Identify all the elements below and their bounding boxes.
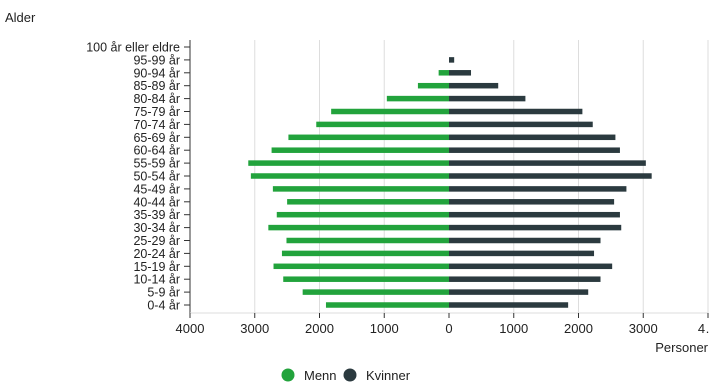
axes [184,40,709,318]
y-tick-label: 45-49 år [133,182,180,196]
y-tick-label: 30-34 år [133,221,180,235]
bar-menn-16 [286,237,449,244]
y-tick-label: 40-44 år [133,195,180,209]
bar-menn-14 [276,211,449,218]
x-tick-label: 2000 [305,321,334,336]
bar-menn-4 [417,82,449,89]
y-tick-label: 25-29 år [133,234,180,248]
bar-kvinner-11 [449,173,652,179]
bar-kvinner-13 [449,199,615,205]
legend: Menn Kvinner [281,368,411,382]
y-tick-label: 75-79 år [133,105,180,119]
y-tick-label: 70-74 år [133,118,180,132]
bar-kvinner-19 [449,276,601,282]
y-axis-title: Alder [5,10,36,25]
bars [248,57,652,308]
bar-kvinner-21 [449,302,569,308]
bar-kvinner-6 [449,108,583,115]
bar-menn-19 [283,276,449,282]
y-tick-label: 0-4 år [147,299,180,313]
y-tick-label: 10-14 år [133,273,180,287]
bar-menn-10 [248,160,449,166]
bar-kvinner-14 [449,211,620,218]
bar-menn-20 [302,289,449,295]
bar-kvinner-17 [449,250,595,257]
bar-menn-15 [268,224,449,231]
bar-kvinner-8 [449,134,616,141]
y-tick-label: 60-64 år [133,144,180,158]
y-tick-label: 100 år eller eldre [86,41,180,55]
bar-kvinner-12 [449,186,627,192]
y-tick-label: 35-39 år [133,208,180,222]
legend-label-kvinner: Kvinner [366,368,411,382]
x-tick-label: 0 [445,321,452,336]
y-tick-label: 95-99 år [133,53,180,67]
x-tick-label: 2000 [564,321,593,336]
x-tick-labels: 4000 3000 2000 1000 0 1000 2000 3000 4… [176,321,709,336]
x-tick-label: 3000 [629,321,658,336]
x-tick-label: 1000 [499,321,528,336]
bar-menn-18 [273,263,449,270]
legend-label-menn: Menn [304,368,337,382]
bar-menn-3 [438,70,449,76]
bar-menn-5 [386,95,449,102]
bar-kvinner-10 [449,160,646,166]
x-tick-label: 1000 [370,321,399,336]
y-tick-label: 15-19 år [133,260,180,274]
y-tick-label: 20-24 år [133,247,180,261]
bar-menn-17 [281,250,449,257]
y-tick-label: 80-84 år [133,92,180,106]
legend-swatch-menn [281,368,295,382]
y-tick-label: 65-69 år [133,131,180,145]
bar-kvinner-2 [449,57,455,63]
bar-menn-11 [250,173,449,179]
bar-menn-8 [288,134,449,141]
x-tick-label: 3000 [240,321,269,336]
x-tick-label: 4000 [176,321,205,336]
y-tick-label: 5-9 år [147,286,180,300]
y-tick-label: 50-54 år [133,170,180,184]
bar-menn-21 [325,302,449,308]
bar-menn-12 [272,186,449,192]
bar-kvinner-3 [449,70,472,76]
y-tick-label: 90-94 år [133,66,180,80]
bar-kvinner-15 [449,224,622,231]
bar-menn-7 [316,121,449,128]
bar-kvinner-5 [449,95,526,102]
bar-kvinner-16 [449,237,601,244]
y-tick-label: 85-89 år [133,79,180,93]
bar-kvinner-4 [449,82,499,89]
x-tick-label: 4… [698,321,709,336]
bar-kvinner-9 [449,147,620,153]
bar-menn-6 [331,108,449,115]
bar-kvinner-18 [449,263,613,270]
bar-menn-13 [287,199,449,205]
bar-kvinner-7 [449,121,593,128]
y-tick-label: 55-59 år [133,157,180,171]
legend-swatch-kvinner [343,368,357,382]
x-axis-title: Personer [655,340,708,355]
bar-kvinner-20 [449,289,589,295]
bar-menn-9 [271,147,449,153]
